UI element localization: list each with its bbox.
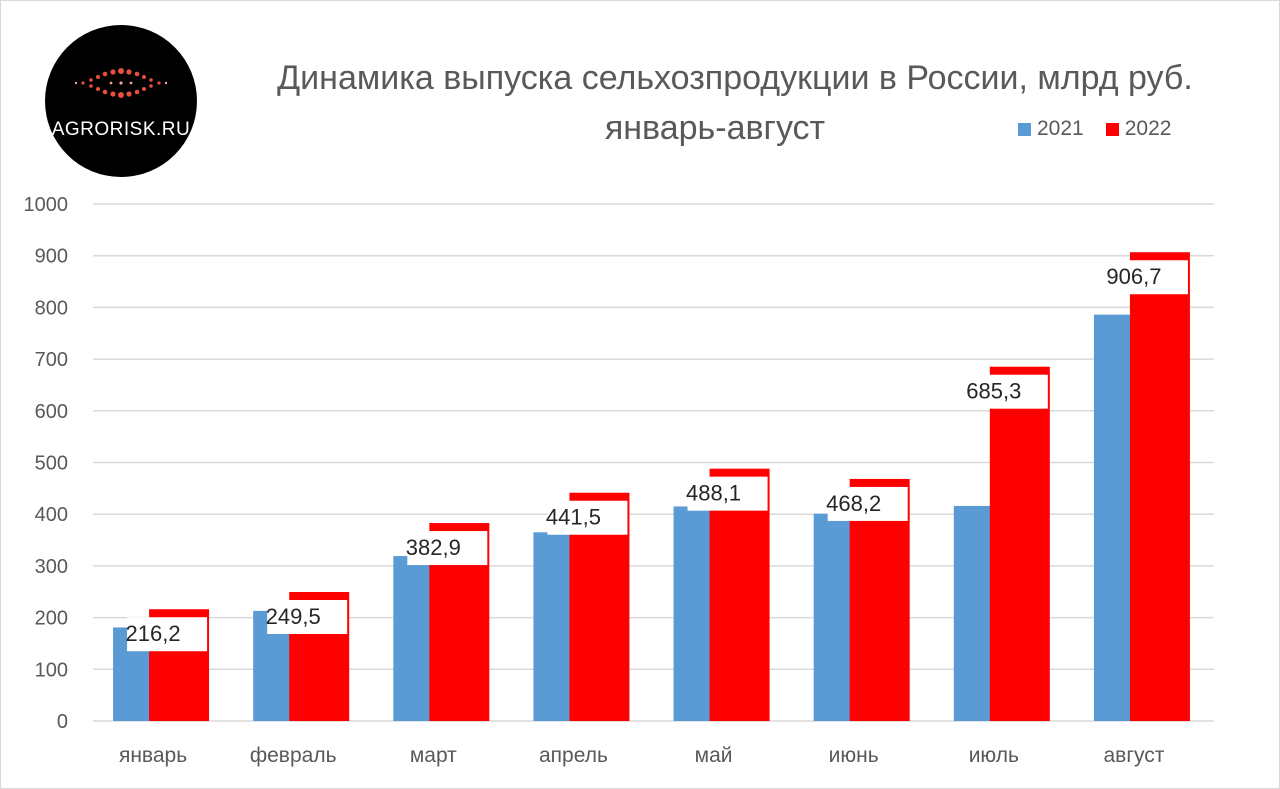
data-label: 216,2 — [126, 621, 181, 646]
x-tick-label: март — [410, 744, 457, 767]
data-label-box — [127, 617, 208, 652]
y-tick-label: 700 — [35, 349, 68, 371]
x-tick-label: май — [695, 744, 733, 767]
y-tick-label: 100 — [35, 659, 68, 681]
agrorisk-logo: AGRORISK.RU — [45, 25, 197, 177]
data-label-box — [827, 486, 908, 521]
y-tick-label: 300 — [35, 556, 68, 578]
chart-subtitle: январь-август — [604, 109, 826, 147]
data-label-box — [407, 531, 488, 566]
dots-emblem-icon — [74, 68, 168, 98]
y-tick-label: 400 — [35, 504, 68, 526]
y-tick-label: 600 — [35, 401, 68, 423]
x-tick-label: июль — [969, 744, 1019, 767]
data-label-box — [267, 600, 348, 635]
data-label: 382,9 — [406, 535, 461, 560]
y-tick-label: 1000 — [24, 194, 69, 216]
y-tick-label: 800 — [35, 297, 68, 319]
legend: 2021 2022 — [1018, 117, 1193, 141]
y-tick-label: 900 — [35, 246, 68, 268]
data-label-box — [967, 374, 1048, 409]
x-tick-label: июнь — [829, 744, 879, 767]
y-tick-label: 0 — [57, 711, 68, 733]
legend-label-2021: 2021 — [1037, 117, 1084, 140]
bar-2022 — [1129, 252, 1190, 722]
data-label: 468,2 — [826, 491, 881, 516]
x-tick-label: апрель — [539, 744, 608, 767]
data-label-box — [1107, 260, 1188, 295]
legend-swatch-2022 — [1105, 122, 1119, 136]
logo-text: AGRORISK.RU — [51, 119, 191, 140]
data-label: 249,5 — [266, 604, 321, 629]
legend-item-2021: 2021 — [1018, 117, 1084, 141]
x-tick-label: январь — [119, 744, 187, 767]
y-tick-label: 200 — [35, 608, 68, 630]
data-label: 488,1 — [686, 481, 741, 506]
data-label: 906,7 — [1106, 264, 1161, 289]
y-tick-label: 500 — [35, 453, 68, 475]
bar-2022 — [709, 468, 770, 721]
data-label: 441,5 — [546, 505, 601, 530]
bar-2022 — [989, 366, 1050, 721]
x-tick-label: август — [1103, 744, 1164, 767]
data-label-box — [547, 500, 628, 535]
data-label: 685,3 — [966, 379, 1021, 404]
legend-item-2022: 2022 — [1105, 117, 1172, 141]
data-label-box — [687, 476, 768, 511]
x-tick-label: февраль — [250, 744, 337, 767]
legend-label-2022: 2022 — [1124, 117, 1172, 140]
chart-title: Динамика выпуска сельхозпродукции в Росс… — [277, 59, 1193, 97]
legend-swatch-2021 — [1018, 122, 1031, 136]
